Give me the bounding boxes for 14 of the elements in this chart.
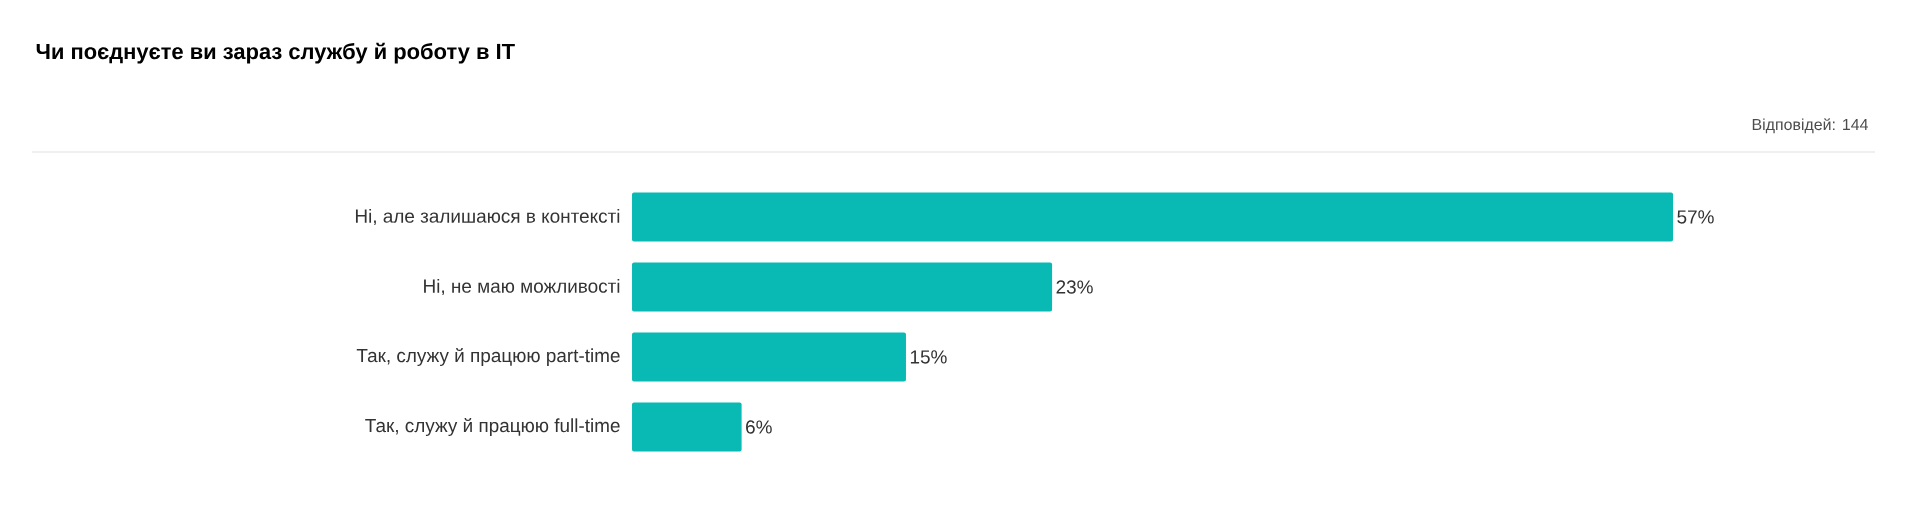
bar (632, 192, 1674, 242)
y-tick-label: Ні, але залишаюся в контексті (355, 208, 620, 226)
data-label: 57% (1677, 210, 1714, 224)
data-label: 15% (910, 350, 947, 364)
y-tick-label: Так, служу й працюю part-time (356, 348, 620, 366)
data-label: 23% (1056, 280, 1093, 294)
text: Відповідей: 144 (1752, 118, 1868, 134)
data-label: 6% (746, 420, 772, 434)
bar (632, 332, 906, 382)
text: Чи поєднуєте ви зараз службу й роботу в IT (36, 42, 515, 64)
bar (632, 262, 1053, 312)
bar (632, 402, 742, 452)
y-tick-label: Так, служу й працюю full-time (365, 418, 620, 436)
y-tick-label: Ні, не маю можливості (424, 278, 620, 296)
